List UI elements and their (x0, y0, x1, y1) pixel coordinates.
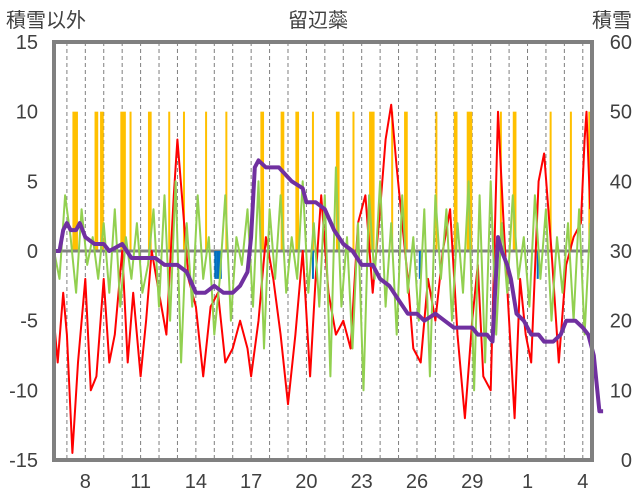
snowfall-bar (404, 111, 408, 252)
y-right-tick: 50 (610, 102, 632, 124)
snowfall-bar (129, 111, 132, 252)
snowfall-bar (100, 111, 104, 252)
y-left-tick: 5 (27, 171, 38, 193)
snowfall-bar (549, 111, 552, 252)
x-tick: 14 (185, 471, 207, 493)
y-right-tick: 60 (610, 32, 632, 54)
x-tick: 11 (130, 471, 151, 493)
precip-mark (418, 251, 421, 279)
precip-mark (217, 251, 220, 279)
precip-mark (214, 251, 217, 279)
snowfall-bar (94, 111, 99, 252)
snow-depth-line (54, 158, 604, 414)
precip-mark (536, 251, 539, 279)
snowfall-bar (512, 111, 517, 252)
x-tick: 23 (351, 471, 373, 493)
snowfall-bar (120, 111, 126, 252)
snowfall-bar (168, 111, 171, 252)
y-left-tick: 0 (27, 241, 38, 263)
snowfall-bar (295, 111, 300, 252)
y-left-tick: -5 (20, 311, 38, 333)
plot-frame (52, 40, 594, 462)
x-tick: 20 (295, 471, 317, 493)
snowfall-bar (435, 111, 438, 252)
y-left-tick: -10 (9, 380, 38, 402)
chart-title: 留辺蘂 (288, 8, 348, 32)
x-tick: 29 (461, 471, 483, 493)
y-left-tick: 15 (16, 32, 38, 54)
x-tick: 1 (522, 471, 533, 493)
snowfall-bar (569, 111, 572, 252)
snowfall-bar (225, 111, 228, 252)
y-right-label: 積雪 (592, 8, 632, 32)
y-right-tick: 0 (621, 450, 632, 472)
snowfall-bar (182, 111, 185, 252)
snowfall-bar (391, 111, 394, 252)
snowfall-bar (311, 111, 314, 252)
snowfall-bar (369, 111, 375, 252)
x-tick: 4 (577, 471, 588, 493)
snowfall-bar (72, 111, 78, 252)
y-right-tick: 40 (610, 171, 632, 193)
y-right-tick: 10 (610, 380, 632, 402)
y-right-tick: 20 (610, 311, 632, 333)
snowfall-bar (205, 111, 208, 252)
snowfall-bar (335, 111, 340, 252)
precip-mark (216, 251, 219, 279)
x-tick: 17 (240, 471, 262, 493)
precip-mark (311, 251, 314, 279)
y-left-tick: 10 (16, 102, 38, 124)
snowfall-bar (453, 111, 458, 252)
snowfall-bar (147, 111, 152, 252)
y-left-tick: -15 (9, 450, 38, 472)
snowfall-bar (352, 111, 355, 252)
snowfall-bar (260, 111, 265, 252)
x-tick: 8 (80, 471, 91, 493)
temperature-line (53, 103, 592, 454)
y-left-label: 積雪以外 (6, 8, 86, 32)
y-right-tick: 30 (610, 241, 632, 263)
snowfall-bar (280, 111, 285, 252)
x-tick: 26 (406, 471, 428, 493)
